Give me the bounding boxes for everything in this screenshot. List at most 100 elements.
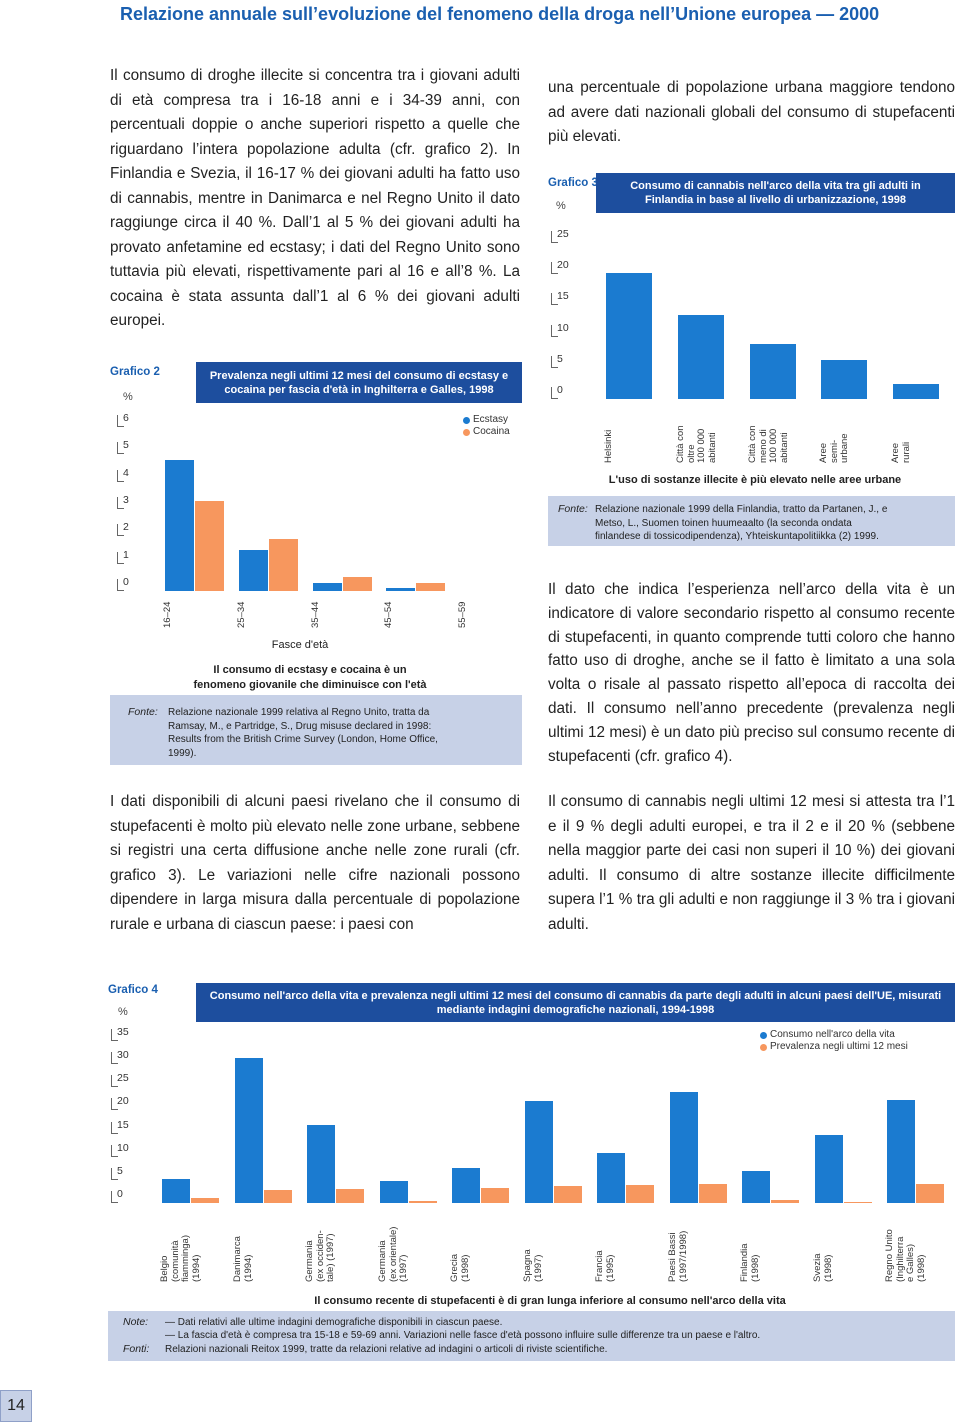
legend-label: Ecstasy	[473, 414, 509, 425]
bar	[749, 344, 796, 399]
y-tick-label: 0	[117, 1188, 123, 1200]
y-tick-label: 30	[117, 1049, 129, 1062]
source-text: Relazione nazionale 1999 della Finlandia…	[595, 504, 888, 542]
y-tick	[111, 1029, 118, 1041]
bar	[268, 539, 298, 591]
source-text: Relazione nazionale 1999 relativa al Reg…	[168, 707, 438, 759]
x-tick-label: Helsinki	[603, 429, 614, 463]
y-tick	[111, 1098, 118, 1111]
bar	[597, 1153, 625, 1203]
x-tick-label: Svezia (1998)	[811, 1253, 834, 1282]
x-tick-label: Spagna (1997)	[521, 1249, 544, 1282]
paragraph: Il dato che indica l’esperienza nell’arc…	[548, 581, 955, 765]
note: — La fascia d'età è compresa tra 15-18 e…	[165, 1330, 761, 1341]
bar	[887, 1100, 915, 1203]
x-tick-label: Grecia (1998)	[449, 1254, 471, 1282]
legend-marker	[760, 1032, 767, 1039]
bar	[677, 314, 724, 399]
bar	[698, 1184, 727, 1203]
bar	[524, 1101, 553, 1203]
x-tick-label: Germania (ex orientale) (1997)	[376, 1226, 409, 1282]
bar	[606, 272, 652, 399]
x-tick-label: Città con meno di 100 000 abitanti	[746, 425, 790, 464]
bar	[195, 500, 224, 591]
x-tick-label: Città con oltre 100 000 abitanti	[674, 425, 718, 464]
bar	[893, 384, 940, 399]
y-tick-label: 6	[123, 412, 129, 424]
bar	[626, 1184, 654, 1203]
y-tick-label: 25	[557, 228, 569, 240]
y-tick	[551, 355, 558, 368]
source-box	[548, 496, 955, 546]
page-number: 14	[0, 1390, 32, 1422]
y-tick	[551, 293, 558, 306]
y-tick	[117, 579, 124, 591]
x-tick-label: Regno Unito (Inghilterra e Galles) (1998…	[884, 1229, 927, 1282]
bar	[814, 1134, 843, 1203]
paragraph: I dati disponibili di alcuni paesi rivel…	[110, 793, 520, 933]
y-tick-label: 0	[557, 384, 563, 396]
y-tick	[117, 497, 124, 509]
y-tick-label: 5	[557, 352, 563, 365]
x-tick-label: Aree semi- urbane	[818, 433, 851, 463]
bar	[416, 582, 446, 591]
y-tick	[117, 551, 124, 564]
y-tick-label: 4	[123, 466, 129, 479]
y-axis-label: %	[123, 391, 133, 403]
y-tick	[117, 415, 124, 427]
chart-caption: Il consumo recente di stupefacenti è di …	[314, 1295, 786, 1307]
paragraph: Il consumo di droghe illecite si concent…	[110, 67, 520, 329]
bar	[162, 1178, 190, 1203]
y-tick-label: 2	[123, 521, 129, 534]
legend-marker	[760, 1044, 767, 1051]
y-tick-label: 20	[117, 1095, 129, 1108]
legend-label: Consumo nell'arco della vita	[770, 1029, 895, 1040]
y-tick	[117, 469, 124, 482]
y-tick-label: 3	[123, 494, 129, 506]
chart-label: Grafico 2	[110, 366, 160, 378]
notes-box	[108, 1311, 955, 1361]
paragraph: una percentuale di popolazione urbana ma…	[548, 79, 955, 145]
bar	[386, 588, 416, 591]
y-tick	[111, 1167, 118, 1180]
chart-title: Consumo di cannabis nell'arco della vita…	[596, 173, 955, 213]
bar	[742, 1171, 770, 1203]
y-tick	[111, 1144, 118, 1157]
y-tick	[551, 324, 558, 337]
y-tick-label: 35	[117, 1026, 129, 1038]
source-box	[110, 695, 522, 765]
x-tick-label: Danimarca (1994)	[231, 1236, 254, 1282]
legend-marker	[463, 429, 470, 436]
legend-label: Prevalenza negli ultimi 12 mesi	[770, 1041, 908, 1052]
chart-label: Grafico 3	[548, 177, 598, 189]
y-tick-label: 5	[117, 1164, 123, 1177]
x-tick-label: 35–44	[309, 601, 321, 628]
y-axis-label: %	[556, 200, 566, 212]
bar	[843, 1201, 872, 1203]
source-label: Fonte:	[558, 503, 588, 515]
y-tick	[111, 1052, 118, 1065]
chart-title: Consumo nell'arco della vita e prevalenz…	[196, 983, 955, 1022]
x-tick-label: 55–59	[457, 601, 469, 628]
bar	[771, 1200, 799, 1203]
bar	[408, 1200, 437, 1203]
bar	[312, 582, 342, 591]
x-tick-label: 16–24	[162, 601, 173, 628]
y-tick-label: 1	[123, 548, 129, 561]
source-label: Fonti:	[123, 1343, 150, 1355]
chart-title: Prevalenza negli ultimi 12 mesi del cons…	[196, 362, 522, 403]
y-tick-label: 15	[117, 1118, 129, 1131]
x-tick-label: Germania (ex occiden- tale) (1997)	[304, 1230, 336, 1282]
y-tick	[117, 442, 124, 455]
bar	[165, 459, 194, 591]
bar	[916, 1184, 944, 1203]
x-tick-label: Belgio (comunità fiamminga) (1994)	[159, 1235, 202, 1282]
bar	[669, 1091, 698, 1203]
y-tick	[117, 524, 124, 537]
bar	[342, 577, 372, 591]
x-tick-label: Paesi Bassi (1997/1998)	[666, 1230, 689, 1282]
bar	[379, 1180, 408, 1203]
y-tick-label: 15	[557, 290, 569, 303]
y-tick-label: 20	[557, 259, 569, 272]
